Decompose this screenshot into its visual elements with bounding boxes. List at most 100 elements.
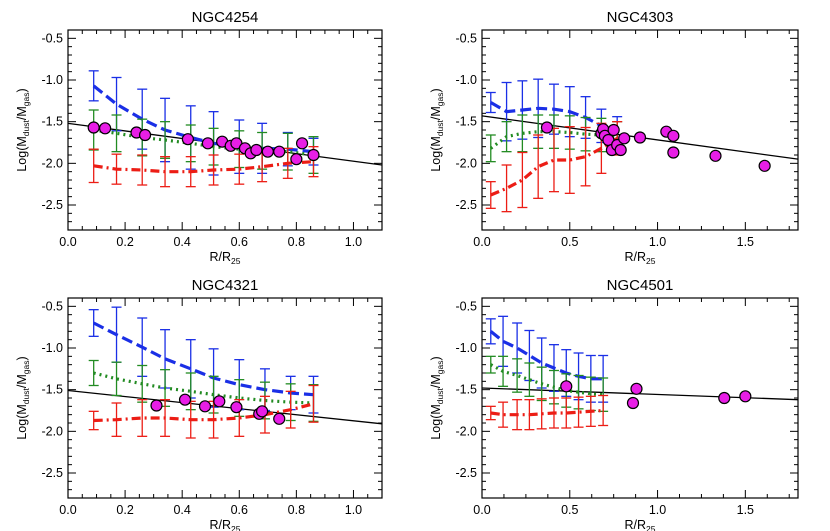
data-point — [709, 149, 722, 162]
series-line-green — [490, 363, 604, 397]
series-line-blue — [489, 101, 618, 134]
plot-area — [68, 70, 382, 188]
series-blue — [88, 70, 319, 176]
data-point — [290, 153, 303, 166]
x-axis-label: R/R25 — [210, 518, 241, 531]
y-axis-label: Log(Mdust/Mgas) — [15, 88, 31, 171]
data-point — [739, 390, 752, 403]
x-tick-label: 0.0 — [59, 235, 76, 249]
x-tick-label: 0.4 — [173, 503, 190, 517]
chart-panel-ngc4501: NGC4501 0.0 0.5 1.0 1.5 -0.5 -1.0 -1.5 -2.0 -2.5 R… — [429, 277, 799, 531]
data-point — [201, 137, 214, 150]
series-blue — [88, 306, 319, 414]
series-red — [88, 146, 319, 188]
data-point — [607, 123, 620, 137]
data-point — [99, 122, 112, 135]
y-axis-label: Log(Mdust/Mgas) — [15, 356, 31, 439]
series-line-red — [490, 136, 619, 197]
plot-area — [482, 315, 798, 431]
series-line-red — [490, 408, 604, 417]
x-tick-label: 0.0 — [59, 503, 76, 517]
plot-area — [68, 306, 382, 439]
x-tick-label: 1.0 — [345, 503, 362, 517]
data-point — [630, 382, 643, 395]
data-points — [560, 380, 752, 410]
data-point — [230, 401, 243, 414]
y-axis-label: Log(Mdust/Mgas) — [429, 356, 445, 439]
chart-panel-ngc4254: NGC4254 0.0 0.2 0.4 0.6 0.8 1.0 -0.5 -1.0 -1.5 -2.… — [15, 9, 383, 266]
data-point — [87, 121, 100, 134]
y-tick-label: -1.0 — [41, 73, 63, 87]
x-tick-label: 0.0 — [473, 235, 490, 249]
y-tick-label: -2.5 — [41, 198, 63, 212]
x-tick-label: 1.5 — [737, 235, 754, 249]
data-point — [150, 399, 163, 412]
data-point — [178, 393, 192, 406]
series-line-red — [93, 160, 314, 174]
x-axis-label: R/R25 — [625, 250, 656, 266]
y-tick-label: -1.5 — [41, 115, 63, 129]
chart-panel-ngc4321: NGC4321 0.0 0.2 0.4 0.6 0.8 1.0 -0.5 -1.0 -1.5 -2.… — [15, 277, 383, 531]
data-point — [667, 146, 680, 159]
data-point — [181, 133, 194, 146]
plot-frame — [67, 297, 383, 499]
x-tick-label: 1.5 — [737, 503, 754, 517]
data-point — [261, 145, 274, 158]
x-axis-label: R/R25 — [625, 518, 656, 531]
data-point — [273, 412, 286, 425]
series-line-blue — [92, 321, 314, 397]
data-points — [87, 121, 320, 166]
x-tick-label: 0.4 — [173, 235, 190, 249]
x-tick-label: 0.0 — [473, 503, 490, 517]
x-tick-label: 0.6 — [231, 503, 248, 517]
x-tick-label: 1.0 — [649, 503, 666, 517]
data-points — [540, 121, 771, 172]
data-point — [307, 148, 320, 162]
y-tick-label: -1.5 — [455, 115, 477, 129]
y-tick-label: -0.5 — [455, 299, 477, 313]
y-tick-label: -0.5 — [455, 31, 477, 45]
chart-title: NGC4321 — [192, 277, 259, 294]
data-point — [213, 395, 226, 408]
data-point — [718, 391, 731, 405]
data-point — [273, 145, 286, 158]
data-point — [758, 159, 771, 172]
plot-area — [482, 78, 798, 213]
data-point — [198, 400, 212, 413]
chart-panel-ngc4303: NGC4303 0.0 0.5 1.0 1.5 -0.5 -1.0 -1.5 -2.0 -2.5 R… — [429, 9, 799, 266]
data-point — [633, 131, 647, 144]
chart-title: NGC4501 — [607, 277, 674, 294]
data-point — [540, 121, 554, 134]
data-point — [138, 128, 152, 142]
data-point — [295, 137, 309, 150]
x-tick-label: 1.0 — [649, 235, 666, 249]
series-line-red — [93, 402, 314, 423]
data-point — [614, 143, 627, 157]
y-tick-label: -1.0 — [41, 341, 63, 355]
x-axis-label: R/R25 — [210, 250, 241, 266]
y-tick-label: -2.5 — [41, 466, 63, 480]
y-tick-label: -1.5 — [41, 383, 63, 397]
y-tick-label: -0.5 — [41, 31, 63, 45]
y-tick-label: -2.0 — [455, 424, 477, 438]
x-tick-label: 0.8 — [288, 503, 305, 517]
data-point — [618, 132, 631, 145]
series-line-blue — [489, 330, 604, 381]
data-point — [560, 380, 573, 393]
x-tick-label: 0.8 — [288, 235, 305, 249]
x-tick-label: 0.2 — [116, 235, 133, 249]
x-tick-label: 0.6 — [231, 235, 248, 249]
y-tick-label: -2.5 — [455, 198, 477, 212]
y-tick-label: -1.0 — [455, 73, 477, 87]
chart-title: NGC4303 — [607, 9, 674, 26]
series-red — [88, 384, 319, 439]
x-tick-label: 0.5 — [561, 235, 578, 249]
y-tick-label: -2.0 — [41, 424, 63, 438]
y-tick-label: -0.5 — [41, 299, 63, 313]
y-tick-label: -1.5 — [455, 383, 477, 397]
y-tick-label: -2.0 — [455, 156, 477, 170]
y-tick-label: -2.5 — [455, 466, 477, 480]
data-point — [256, 405, 269, 418]
data-point — [626, 396, 640, 410]
data-points — [150, 393, 286, 425]
